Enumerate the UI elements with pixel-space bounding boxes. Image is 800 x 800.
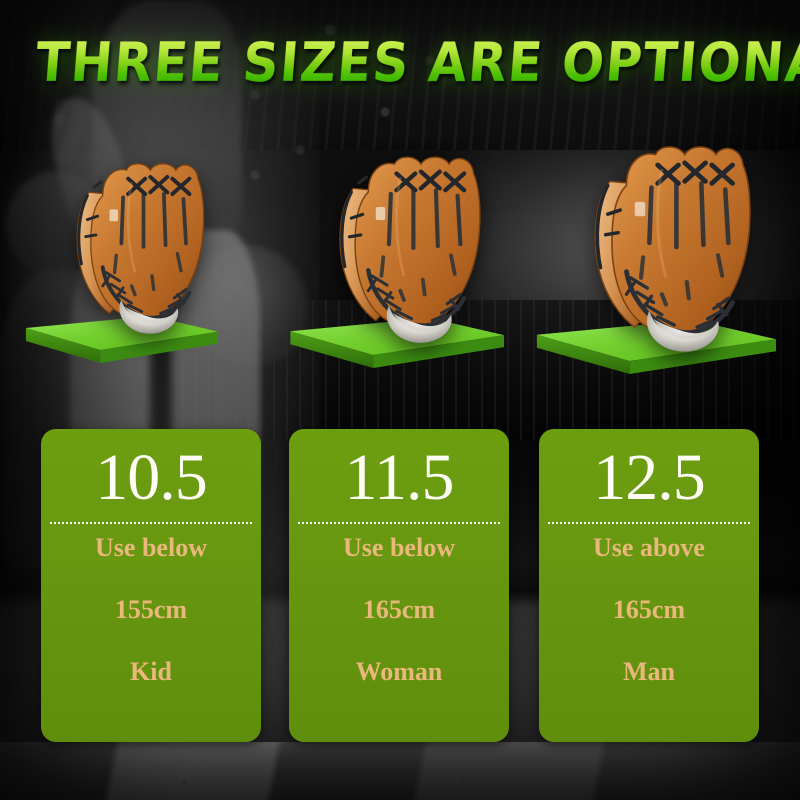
size-number: 10.5 [95, 441, 208, 514]
baseball-glove-12-5 [562, 128, 770, 364]
headline-text: THREE SIZES ARE OPTIONAL [33, 31, 800, 94]
size-card-1[interactable]: 10.5 Use below 155cm Kid [41, 429, 261, 742]
card-details: Use below 165cm Woman [289, 535, 509, 685]
card-divider [548, 522, 750, 524]
ground-texture [0, 742, 800, 800]
height-text: 165cm [612, 595, 686, 624]
card-details: Use above 165cm Man [539, 535, 759, 685]
glove-platform-2 [286, 318, 504, 377]
card-divider [298, 522, 500, 524]
audience-text: Woman [355, 657, 443, 686]
headline-container: THREE SIZES ARE OPTIONAL [0, 31, 800, 94]
size-card-3[interactable]: 12.5 Use above 165cm Man [539, 429, 759, 742]
card-details: Use below 155cm Kid [41, 535, 261, 685]
size-number: 11.5 [344, 441, 454, 514]
audience-text: Man [623, 657, 675, 686]
baseball-glove-10-5 [50, 148, 220, 344]
usage-text: Use above [593, 533, 705, 562]
baseball-glove-11-5 [310, 140, 498, 354]
height-text: 155cm [114, 595, 188, 624]
usage-text: Use below [343, 533, 455, 562]
usage-text: Use below [95, 533, 207, 562]
size-card-2[interactable]: 11.5 Use below 165cm Woman [289, 429, 509, 742]
ground-surface [0, 742, 800, 800]
height-text: 165cm [362, 595, 436, 624]
audience-text: Kid [130, 657, 172, 686]
size-number: 12.5 [593, 441, 706, 514]
card-divider [50, 522, 252, 524]
